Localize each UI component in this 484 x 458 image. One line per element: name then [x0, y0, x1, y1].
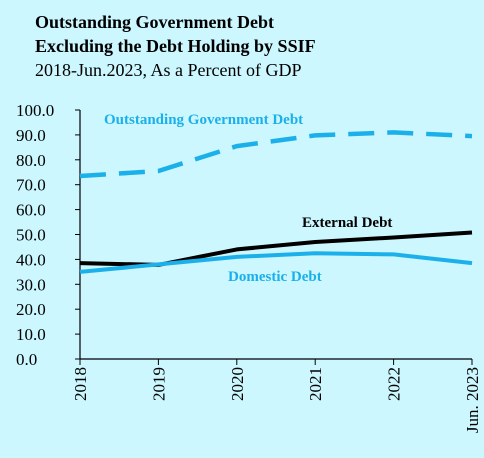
y-tick-label: 100.0 — [16, 101, 54, 120]
y-tick-label: 70.0 — [16, 176, 46, 195]
chart-title-line2: Excluding the Debt Holding by SSIF — [35, 36, 316, 56]
series-line-1 — [79, 230, 473, 267]
series-group — [79, 130, 473, 274]
y-axis-ticks: 0.0 10.0 20.0 30.0 40.0 50.0 60.0 70.0 80.0 90.0 1… — [16, 101, 80, 369]
x-tick-label: 2022 — [385, 367, 404, 401]
x-tick-label: 2021 — [306, 367, 325, 401]
chart-title-line1: Outstanding Government Debt — [35, 12, 275, 32]
series-label-outstanding-debt: Outstanding Government Debt — [104, 112, 303, 128]
x-tick-label: 2019 — [149, 367, 168, 401]
series-labels: Outstanding Government Debt External Deb… — [104, 112, 392, 285]
x-tick-label: 2020 — [228, 367, 247, 401]
x-tick-label: 2018 — [71, 367, 90, 401]
y-tick-label: 10.0 — [16, 325, 46, 344]
y-tick-label: 60.0 — [16, 201, 46, 220]
y-tick-label: 90.0 — [16, 126, 46, 145]
chart-subtitle: 2018-Jun.2023, As a Percent of GDP — [35, 60, 302, 80]
y-tick-label: 80.0 — [16, 151, 46, 170]
y-tick-label: 20.0 — [16, 300, 46, 319]
y-tick-label: 0.0 — [16, 350, 37, 369]
series-label-external-debt: External Debt — [302, 215, 392, 231]
x-axis-ticks: 2018 2019 2020 2021 2022 Jun. 2023 — [71, 359, 482, 433]
series-line-2 — [79, 251, 473, 274]
series-line-0 — [79, 130, 473, 179]
y-tick-label: 40.0 — [16, 250, 46, 269]
x-tick-label: Jun. 2023 — [463, 367, 482, 433]
y-tick-label: 30.0 — [16, 275, 46, 294]
y-tick-label: 50.0 — [16, 226, 46, 245]
series-label-domestic-debt: Domestic Debt — [228, 269, 322, 285]
